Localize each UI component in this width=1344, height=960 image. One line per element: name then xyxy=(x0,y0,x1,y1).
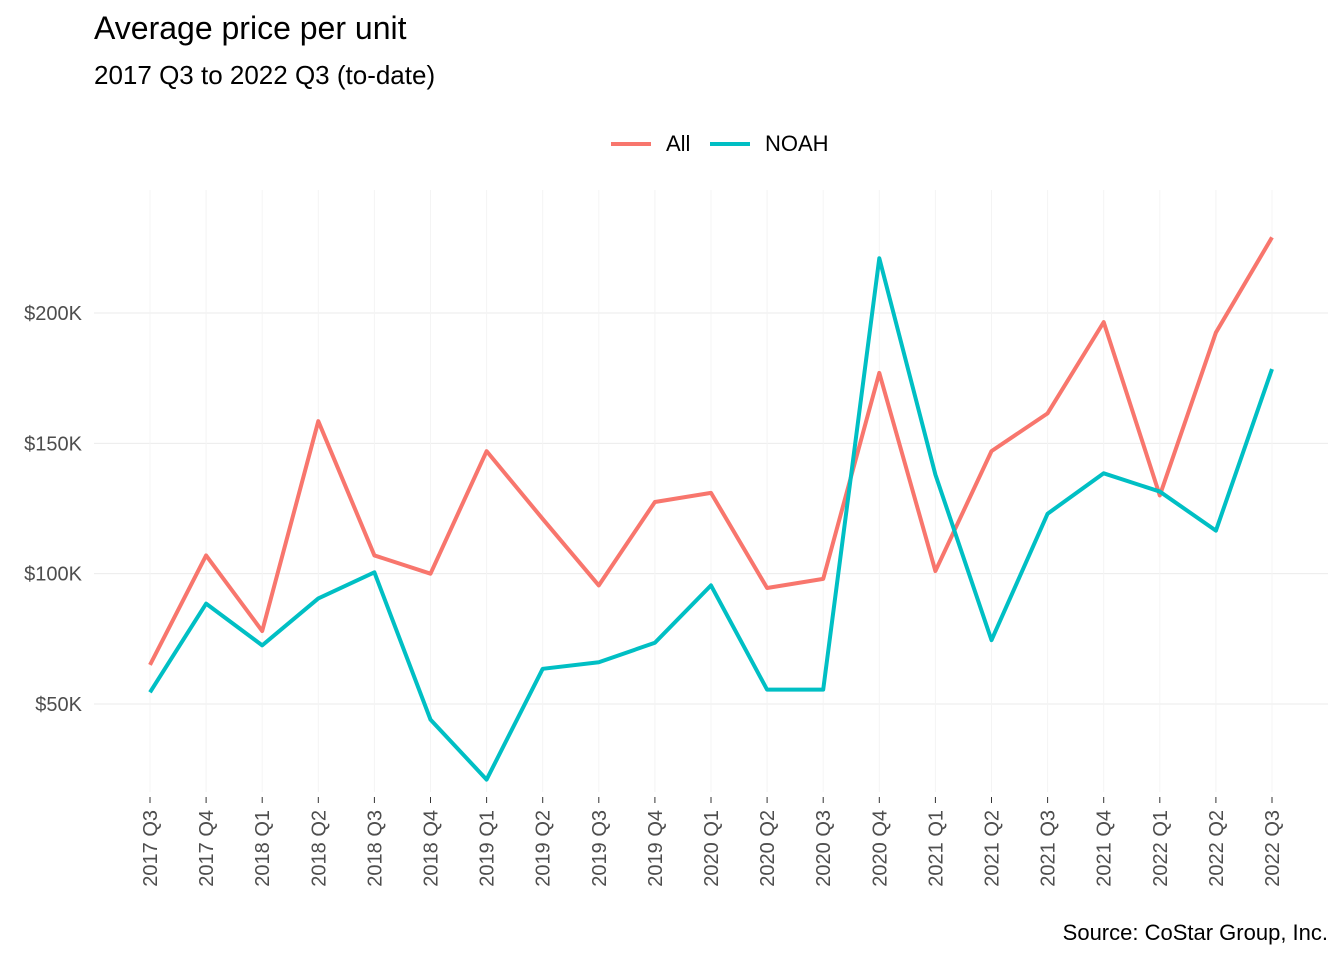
x-axis: 2017 Q3 2017 Q4 2018 Q1 2018 Q2 2018 Q3 2018 … xyxy=(140,797,1284,887)
y-tick-label: $50K xyxy=(35,694,82,716)
x-tick-label: 2018 Q1 xyxy=(252,810,274,887)
x-tick-label: 2020 Q2 xyxy=(757,810,779,887)
gridlines xyxy=(94,190,1328,792)
x-tick-label: 2021 Q1 xyxy=(925,810,947,887)
x-tick-label: 2019 Q4 xyxy=(645,810,667,887)
legend-label-noah: NOAH xyxy=(765,131,829,156)
x-tick-label: 2018 Q2 xyxy=(308,810,330,887)
x-tick-label: 2020 Q4 xyxy=(869,810,891,887)
x-tick-label: 2019 Q3 xyxy=(589,810,611,887)
x-tick-label: 2022 Q1 xyxy=(1150,810,1172,887)
x-tick-label: 2019 Q1 xyxy=(477,810,499,887)
x-tick-label: 2018 Q3 xyxy=(364,810,386,887)
series-line-noah xyxy=(148,256,1274,782)
y-tick-label: $200K xyxy=(24,303,82,325)
x-tick-label: 2020 Q3 xyxy=(813,810,835,887)
x-tick-label: 2017 Q4 xyxy=(196,810,218,887)
x-tick-label: 2022 Q2 xyxy=(1206,810,1228,887)
x-tick-label: 2022 Q3 xyxy=(1262,810,1284,887)
legend-label-all: All xyxy=(666,131,690,156)
y-tick-label: $150K xyxy=(24,433,82,455)
series-lines xyxy=(148,236,1274,782)
x-tick-label: 2019 Q2 xyxy=(533,810,555,887)
x-tick-label: 2021 Q3 xyxy=(1038,810,1060,887)
x-tick-label: 2021 Q4 xyxy=(1094,810,1116,887)
x-tick-label: 2018 Q4 xyxy=(421,810,443,887)
legend: All NOAH xyxy=(611,131,829,156)
x-tick-label: 2017 Q3 xyxy=(140,810,162,887)
y-tick-label: $100K xyxy=(24,564,82,586)
series-line-all xyxy=(148,236,1274,666)
chart-subtitle: 2017 Q3 to 2022 Q3 (to-date) xyxy=(94,60,436,90)
source-caption: Source: CoStar Group, Inc. xyxy=(1062,920,1328,945)
y-axis: $50K $100K $150K $200K xyxy=(24,303,82,716)
chart-title: Average price per unit xyxy=(94,10,407,46)
x-tick-label: 2020 Q1 xyxy=(701,810,723,887)
x-tick-label: 2021 Q2 xyxy=(982,810,1004,887)
